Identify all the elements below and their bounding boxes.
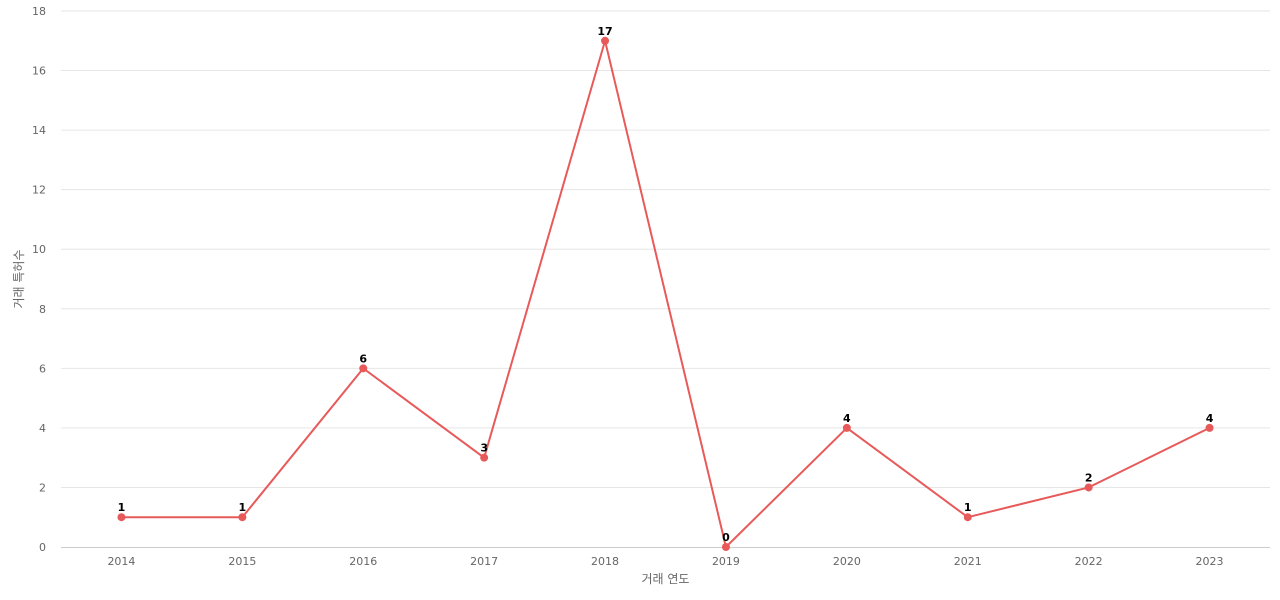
- data-point[interactable]: [1205, 423, 1214, 432]
- data-label: 1: [118, 501, 126, 514]
- y-tick-label: 2: [39, 481, 46, 494]
- data-point[interactable]: [359, 364, 368, 373]
- data-point[interactable]: [480, 453, 489, 462]
- y-tick-label: 18: [32, 5, 46, 18]
- x-tick-label: 2022: [1075, 555, 1103, 568]
- data-point[interactable]: [963, 513, 972, 522]
- x-tick-label: 2018: [591, 555, 619, 568]
- x-axis-ticks: 2014 2015 2016 2017 2018 2019 2020 2021 2022 2023: [107, 555, 1223, 568]
- data-label: 2: [1085, 471, 1093, 484]
- data-label: 0: [722, 531, 730, 544]
- y-tick-label: 10: [32, 243, 46, 256]
- x-tick-label: 2019: [712, 555, 740, 568]
- x-tick-label: 2021: [954, 555, 982, 568]
- x-tick-label: 2016: [349, 555, 377, 568]
- data-point[interactable]: [721, 543, 730, 551]
- y-axis-ticks: 0 2 4 6 8 10 12 14 16 18: [32, 5, 46, 554]
- data-label: 1: [964, 501, 972, 514]
- y-tick-label: 12: [32, 184, 46, 197]
- data-label: 4: [1206, 412, 1214, 425]
- data-labels: 1 1 6 3 17 0 4 1 2 4: [118, 25, 1214, 544]
- x-tick-label: 2015: [228, 555, 256, 568]
- y-tick-label: 8: [39, 303, 46, 316]
- data-point[interactable]: [601, 36, 610, 45]
- grid-lines: [61, 10, 1270, 488]
- x-tick-label: 2020: [833, 555, 861, 568]
- y-tick-label: 14: [32, 124, 46, 137]
- data-point[interactable]: [238, 513, 247, 522]
- data-markers: [117, 36, 1214, 551]
- data-label: 4: [843, 412, 851, 425]
- data-label: 17: [597, 25, 612, 38]
- data-label: 3: [480, 442, 488, 455]
- y-tick-label: 4: [39, 422, 46, 435]
- x-tick-label: 2014: [107, 555, 135, 568]
- data-point[interactable]: [842, 423, 851, 432]
- data-point[interactable]: [1084, 483, 1093, 492]
- x-axis-title: 거래 연도: [642, 572, 690, 586]
- y-tick-label: 6: [39, 362, 46, 375]
- y-tick-label: 0: [39, 541, 46, 554]
- data-label: 1: [239, 501, 247, 514]
- y-tick-label: 16: [32, 65, 46, 78]
- data-point[interactable]: [117, 513, 126, 522]
- x-tick-label: 2023: [1196, 555, 1224, 568]
- y-axis-title: 거래 특허수: [12, 249, 26, 308]
- x-tick-label: 2017: [470, 555, 498, 568]
- series-line: [121, 36, 1210, 549]
- data-label: 6: [359, 352, 367, 365]
